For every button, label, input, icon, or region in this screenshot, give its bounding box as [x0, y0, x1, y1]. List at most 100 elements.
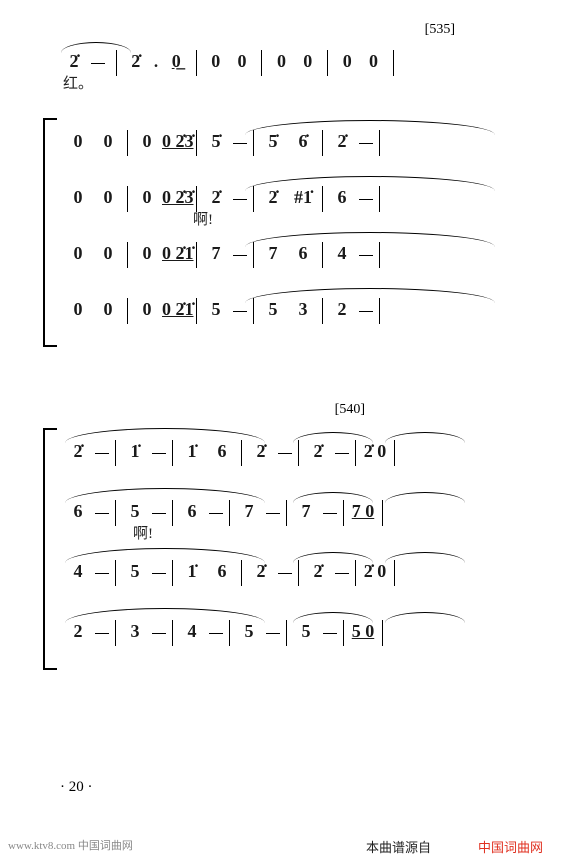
staff-row-1-4: 0000 2̇1̇5532	[55, 288, 515, 338]
note: 6	[218, 561, 227, 581]
note: 4	[338, 243, 347, 263]
dash-icon	[95, 453, 109, 454]
note: 0 2̇1̇	[162, 243, 194, 263]
barline-icon	[229, 500, 230, 526]
footer-source-left: www.ktv8.com 中国词曲网	[8, 837, 133, 853]
dash-icon	[152, 453, 166, 454]
dash-icon	[233, 255, 247, 256]
note: 4	[188, 621, 197, 641]
barline-icon	[322, 186, 323, 212]
note: 5	[302, 621, 311, 641]
barline-icon	[241, 440, 242, 466]
barline-icon	[196, 242, 197, 268]
note: 0	[104, 187, 113, 207]
note: 0	[104, 131, 113, 151]
dash-icon	[359, 255, 373, 256]
barline-icon	[394, 440, 395, 466]
barline-icon	[379, 130, 380, 156]
barline-icon	[196, 50, 197, 76]
dot: .	[154, 52, 158, 71]
note: 0	[343, 51, 352, 71]
note: 4	[74, 561, 83, 581]
barline-icon	[115, 560, 116, 586]
barline-icon	[127, 130, 128, 156]
note: 0 2̇1̇	[162, 299, 194, 319]
note: 2	[74, 621, 83, 641]
notes-row: 0000 2̇3̇2̇2̇#1̇6	[63, 186, 384, 212]
dash-icon	[95, 513, 109, 514]
note: 0	[104, 299, 113, 319]
note: #1̇	[294, 187, 312, 207]
dash-icon	[152, 633, 166, 634]
note: 5	[212, 299, 221, 319]
note: 0	[277, 51, 286, 71]
barline-icon	[355, 440, 356, 466]
barline-icon	[253, 298, 254, 324]
dash-icon	[95, 633, 109, 634]
barline-icon	[379, 186, 380, 212]
system-2: [540] 2̇1̇1̇62̇2̇2̇ 0656777 0啊!451̇62̇2̇…	[55, 420, 515, 680]
note: 2̇	[269, 187, 278, 207]
note: 2̇	[131, 51, 140, 71]
note: 7	[302, 501, 311, 521]
staff-row-1-2: 0000 2̇3̇2̇2̇#1̇6啊!	[55, 176, 515, 226]
note: 5	[245, 621, 254, 641]
note: 0	[211, 51, 220, 71]
dash-icon	[323, 513, 337, 514]
barline-icon	[379, 298, 380, 324]
system-1: [535] 2̇ 2̇ . 0̲ 0 0 0 0 0 0	[55, 40, 515, 350]
note: 0̲	[172, 51, 181, 71]
dash-icon	[266, 633, 280, 634]
staff-row-1-0: 2̇ 2̇ . 0̲ 0 0 0 0 0 0 红。	[55, 40, 515, 90]
notes-row: 2̇ 2̇ . 0̲ 0 0 0 0 0 0	[63, 50, 398, 76]
barline-icon	[286, 500, 287, 526]
barline-icon	[115, 620, 116, 646]
page-number: · 20 ·	[60, 779, 93, 796]
barline-icon	[196, 298, 197, 324]
note: 6	[299, 243, 308, 263]
note: 7	[245, 501, 254, 521]
barline-icon	[261, 50, 262, 76]
note: 0	[74, 131, 83, 151]
barline-icon	[382, 500, 383, 526]
barline-icon	[343, 500, 344, 526]
barline-icon	[322, 298, 323, 324]
barline-icon	[241, 560, 242, 586]
barline-icon	[322, 130, 323, 156]
barline-icon	[172, 560, 173, 586]
barline-icon	[127, 298, 128, 324]
note: 5	[131, 561, 140, 581]
barline-icon	[172, 440, 173, 466]
note: 1̇	[131, 441, 140, 461]
note: 0	[74, 243, 83, 263]
barline-icon	[253, 130, 254, 156]
note: 0	[143, 187, 152, 207]
barline-icon	[253, 242, 254, 268]
note: 0	[143, 131, 152, 151]
barline-icon	[127, 242, 128, 268]
staff-row-2-0: 2̇1̇1̇62̇2̇2̇ 0	[55, 430, 515, 480]
barline-icon	[322, 242, 323, 268]
rehearsal-535: [535]	[425, 22, 455, 38]
barline-icon	[298, 440, 299, 466]
note: 2̇	[74, 441, 83, 461]
barline-icon	[196, 130, 197, 156]
note: 2̇	[314, 561, 323, 581]
barline-icon	[172, 500, 173, 526]
note: 0	[369, 51, 378, 71]
notes-row: 0000 2̇3̇5̇5̇6̇2̇	[63, 130, 384, 156]
notes-row: 0000 2̇1̇5532	[63, 298, 384, 324]
slur-icon	[385, 612, 465, 623]
barline-icon	[253, 186, 254, 212]
notes-row: 2̇1̇1̇62̇2̇2̇ 0	[63, 440, 399, 466]
note: 6	[188, 501, 197, 521]
note: 0	[74, 187, 83, 207]
note: 6	[218, 441, 227, 461]
dash-icon	[91, 63, 105, 64]
dash-icon	[209, 513, 223, 514]
dash-icon	[152, 513, 166, 514]
barline-icon	[393, 50, 394, 76]
note: 5	[131, 501, 140, 521]
barline-icon	[172, 620, 173, 646]
note: 7	[212, 243, 221, 263]
